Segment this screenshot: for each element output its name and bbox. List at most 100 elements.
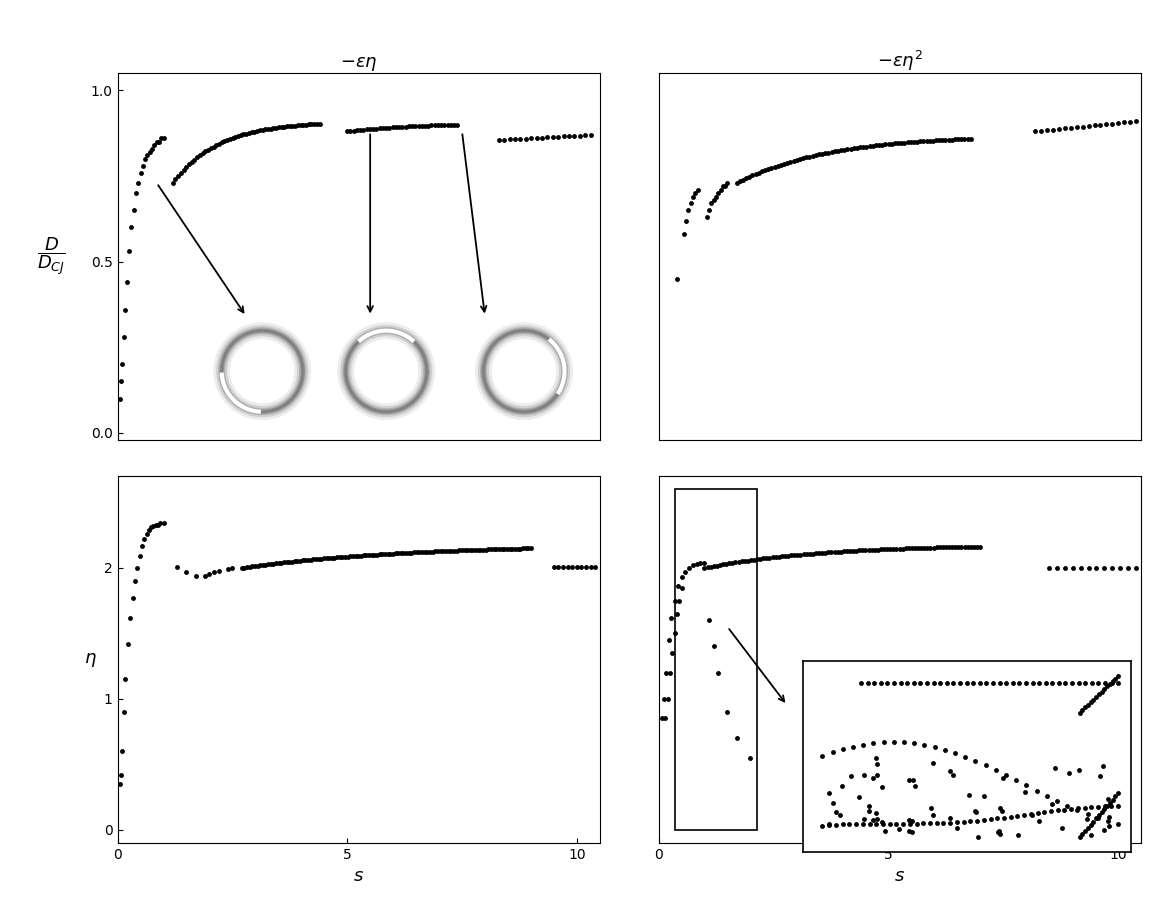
Point <box>335 550 354 564</box>
Point <box>127 186 146 201</box>
Point <box>788 548 807 562</box>
Point <box>820 817 838 832</box>
Point <box>1015 808 1034 823</box>
Point <box>487 542 506 557</box>
Point <box>113 357 132 372</box>
Point <box>915 540 934 555</box>
Point <box>280 119 299 134</box>
Point <box>1080 119 1098 134</box>
Point <box>1103 792 1122 807</box>
Point <box>240 125 259 140</box>
Point <box>392 546 410 561</box>
Point <box>946 746 964 760</box>
Point <box>914 134 933 148</box>
Point <box>586 560 604 574</box>
Point <box>455 543 474 558</box>
Point <box>831 143 850 158</box>
Point <box>877 542 896 557</box>
Point <box>559 560 577 574</box>
Point <box>1053 820 1071 834</box>
Point <box>389 546 408 561</box>
Point <box>900 823 918 838</box>
Point <box>987 763 1005 778</box>
Point <box>818 545 837 560</box>
Point <box>837 544 856 559</box>
Point <box>822 545 841 560</box>
Point <box>719 704 737 719</box>
Point <box>193 146 212 160</box>
Point <box>1043 676 1062 691</box>
Point <box>361 122 380 136</box>
Point <box>1087 811 1105 825</box>
Y-axis label: $\dfrac{D}{D_{CJ}}$: $\dfrac{D}{D_{CJ}}$ <box>38 235 66 278</box>
Point <box>854 816 873 831</box>
Point <box>908 135 927 149</box>
Point <box>924 756 943 770</box>
Point <box>702 196 721 211</box>
Point <box>301 552 320 567</box>
Point <box>759 161 777 176</box>
Point <box>726 555 744 570</box>
Point <box>868 542 887 557</box>
Point <box>426 544 445 559</box>
Point <box>1062 121 1081 136</box>
Point <box>1109 115 1128 130</box>
Point <box>122 220 141 234</box>
Point <box>581 127 600 142</box>
Point <box>890 541 909 556</box>
Point <box>900 773 918 788</box>
Point <box>900 812 918 827</box>
Point <box>813 147 831 161</box>
Point <box>288 553 307 568</box>
Point <box>503 541 522 556</box>
Point <box>659 692 677 706</box>
Point <box>867 138 886 153</box>
Point <box>1001 810 1020 824</box>
Point <box>995 811 1014 825</box>
Point <box>827 805 846 820</box>
Point <box>881 541 900 556</box>
Point <box>1089 687 1108 702</box>
Point <box>704 192 723 207</box>
Point <box>1023 676 1042 691</box>
Point <box>1043 123 1062 137</box>
Point <box>200 567 219 582</box>
Point <box>186 569 205 583</box>
Point <box>318 551 336 565</box>
Point <box>549 129 568 144</box>
Point <box>1049 676 1068 691</box>
Point <box>1109 676 1128 691</box>
Point <box>673 580 691 594</box>
Point <box>907 816 926 831</box>
Point <box>310 116 329 131</box>
Point <box>278 555 296 570</box>
Point <box>823 745 842 759</box>
Point <box>176 159 195 174</box>
Point <box>827 817 846 832</box>
Point <box>341 124 360 138</box>
Point <box>516 541 535 556</box>
Point <box>248 559 267 573</box>
Point <box>889 136 908 150</box>
Point <box>943 540 962 554</box>
Point <box>668 579 687 594</box>
Point <box>873 780 891 794</box>
Point <box>396 546 415 561</box>
Point <box>374 121 393 136</box>
Point <box>710 558 729 572</box>
Point <box>354 123 373 137</box>
Point <box>736 170 755 185</box>
Point <box>930 133 949 147</box>
Point <box>457 543 476 558</box>
Point <box>924 808 943 823</box>
Point <box>733 554 751 569</box>
Point <box>841 141 860 156</box>
Point <box>826 144 844 158</box>
Point <box>1107 789 1125 803</box>
Point <box>1069 676 1088 691</box>
Point <box>1070 705 1089 720</box>
Point <box>234 127 253 142</box>
Point <box>949 132 968 147</box>
Point <box>854 812 873 826</box>
Point <box>921 540 940 555</box>
